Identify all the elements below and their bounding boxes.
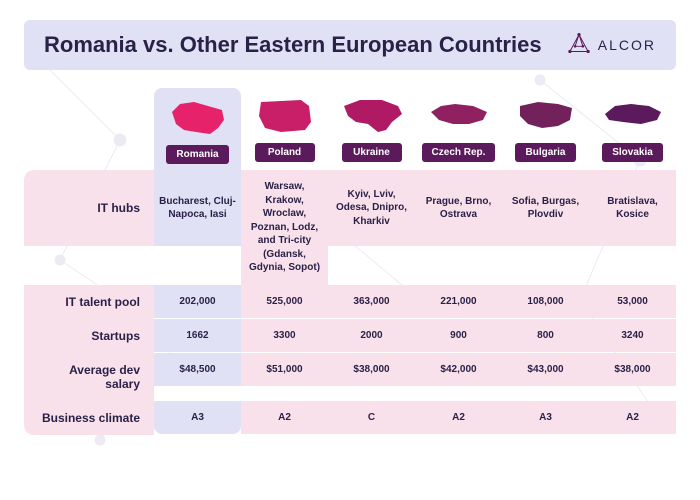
country-label: Bulgaria [515,143,575,162]
brand-name: ALCOR [598,37,656,53]
data-cell: C [328,401,415,435]
country-map-icon [512,92,580,136]
main-container: Romania vs. Other Eastern European Count… [0,0,700,455]
data-cell: 1662 [154,319,241,353]
data-cell: A2 [589,401,676,435]
brand: ALCOR [566,32,656,58]
alcor-logo-icon [566,32,592,58]
country-label: Ukraine [342,143,402,162]
country-map-icon [338,92,406,136]
data-cell: $38,000 [589,353,676,387]
data-cell: 221,000 [415,285,502,319]
data-cell: 108,000 [502,285,589,319]
data-cell: A3 [502,401,589,435]
data-cell: $42,000 [415,353,502,387]
data-cell: 3300 [241,319,328,353]
data-cell: Kyiv, Lviv, Odesa, Dnipro, Kharkiv [328,170,415,246]
data-cell: 363,000 [328,285,415,319]
country-header-romania: Romania [154,88,241,170]
data-cell: Warsaw, Krakow, Wroclaw, Poznan, Lodz, a… [241,170,328,285]
country-header-poland: Poland [241,88,328,168]
country-map-icon [425,92,493,136]
data-cell: 3240 [589,319,676,353]
country-header-slovakia: Slovakia [589,88,676,168]
row-label: Startups [24,319,154,353]
row-label: Business climate [24,401,154,435]
data-cell: 202,000 [154,285,241,319]
data-cell: Prague, Brno, Ostrava [415,170,502,246]
country-map-icon [599,92,667,136]
data-cell: A3 [154,401,241,435]
country-map-icon [164,94,232,138]
title-bar: Romania vs. Other Eastern European Count… [24,20,676,70]
data-cell: 525,000 [241,285,328,319]
country-label: Czech Rep. [422,143,496,162]
country-header-bulgaria: Bulgaria [502,88,589,168]
data-cell: 53,000 [589,285,676,319]
data-cell: A2 [241,401,328,435]
country-header-ukraine: Ukraine [328,88,415,168]
data-cell: $51,000 [241,353,328,387]
data-cell: $48,500 [154,353,241,387]
data-cell: A2 [415,401,502,435]
country-label: Poland [255,143,315,162]
data-cell: Sofia, Burgas, Plovdiv [502,170,589,246]
row-label: IT hubs [24,170,154,246]
data-cell: 2000 [328,319,415,353]
row-label: IT talent pool [24,285,154,319]
country-label: Slovakia [602,143,663,162]
country-header-czech-rep-: Czech Rep. [415,88,502,168]
page-title: Romania vs. Other Eastern European Count… [44,32,542,58]
comparison-grid: Romania Poland Ukraine Czech Rep. Bulgaria Sl… [24,88,676,435]
data-cell: $43,000 [502,353,589,387]
data-cell: $38,000 [328,353,415,387]
row-label: Average dev salary [24,353,154,401]
data-cell: 800 [502,319,589,353]
data-cell: Bratislava, Kosice [589,170,676,246]
data-cell: 900 [415,319,502,353]
data-cell: Bucharest, Cluj-Napoca, Iasi [154,170,241,246]
country-label: Romania [166,145,228,164]
country-map-icon [251,92,319,136]
